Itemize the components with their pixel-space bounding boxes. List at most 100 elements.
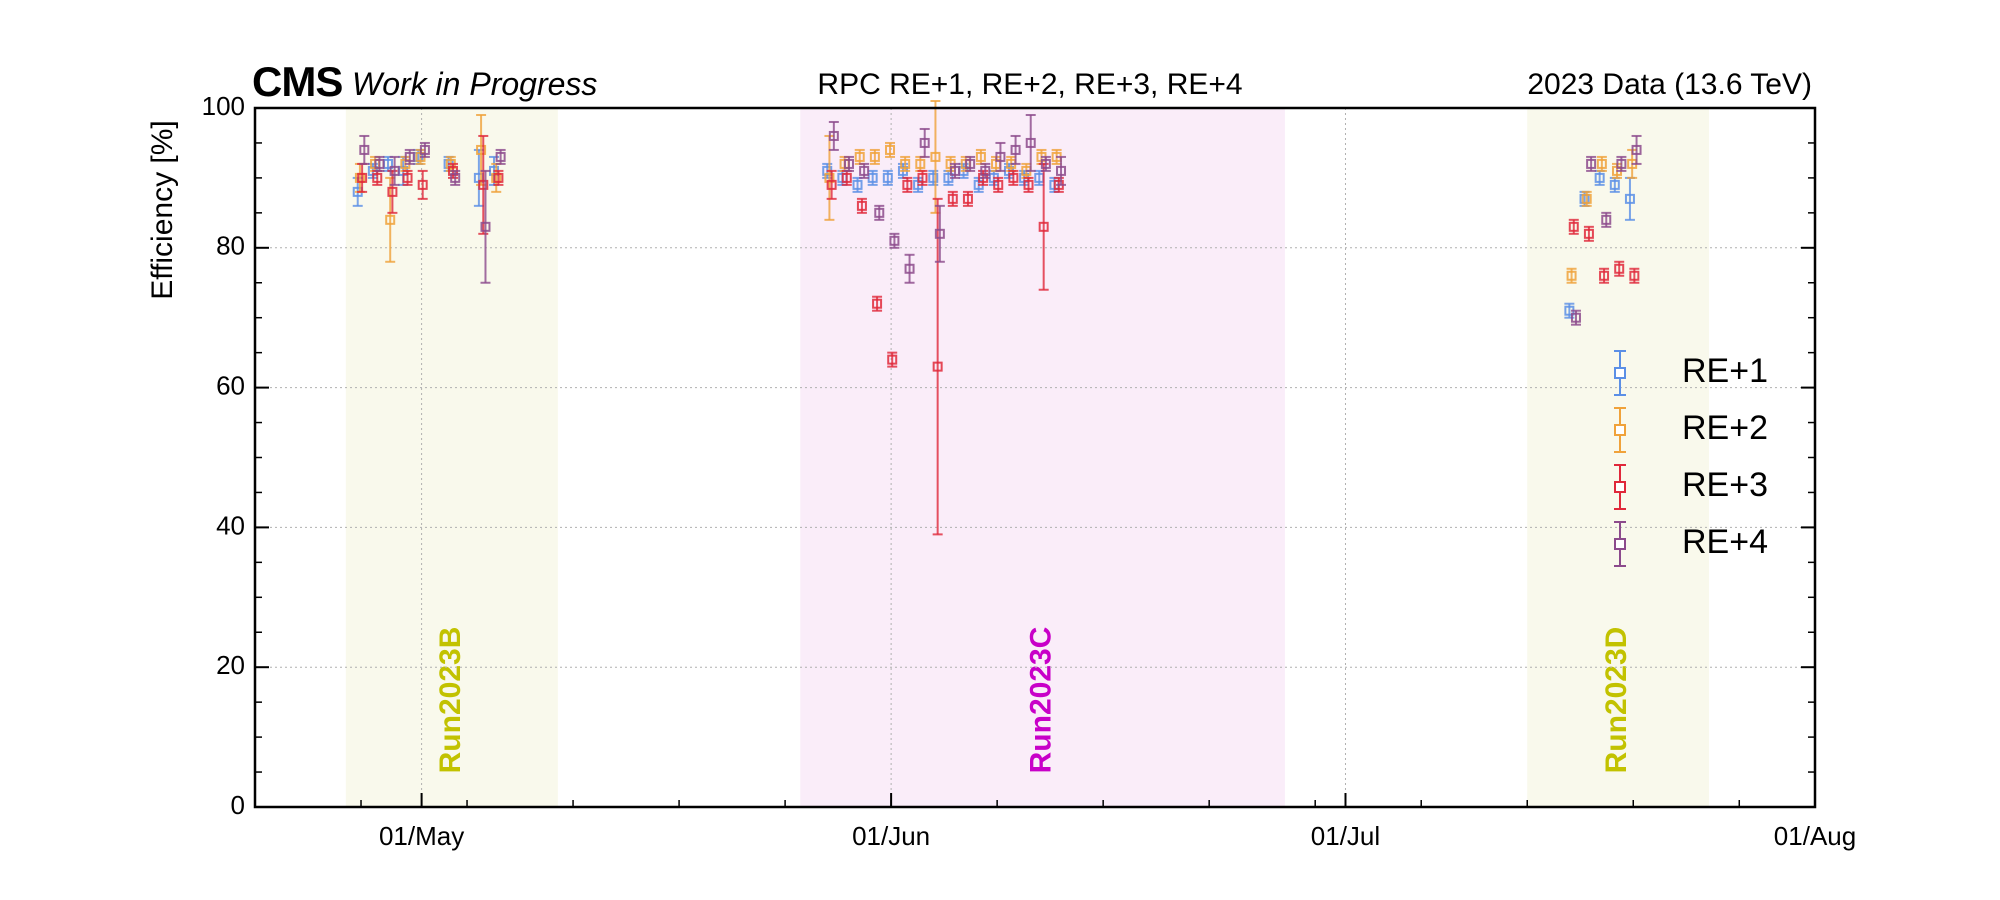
data-point [1616, 155, 1627, 172]
data-point [1568, 218, 1579, 235]
marker [919, 137, 930, 148]
y-tick-label: 40 [216, 510, 245, 540]
data-point [887, 351, 898, 368]
data-point [874, 204, 885, 221]
marker [980, 165, 991, 176]
y-tick-label: 60 [216, 370, 245, 400]
y-tick-label: 100 [202, 91, 245, 121]
marker [962, 193, 973, 204]
x-tick-label: 01/Jun [852, 821, 930, 851]
axes: 0 20 40 60 80 100 01/May 01/Jun 01/Jul 01/Aug Effi… [146, 91, 1856, 851]
data-point [885, 141, 896, 158]
data-point [476, 113, 487, 186]
data-point [402, 169, 413, 186]
data-point [841, 169, 852, 186]
marker [965, 158, 976, 169]
data-point [947, 190, 958, 207]
data-point [1023, 176, 1034, 193]
data-point [843, 155, 854, 172]
data-point [930, 100, 941, 214]
data-point [1586, 155, 1597, 172]
luminosity-label: 2023 Data (13.6 TeV) [1527, 68, 1812, 101]
data-point [1581, 190, 1592, 207]
data-point [854, 148, 865, 165]
series-re-4 [359, 113, 1642, 326]
marker [1599, 270, 1610, 281]
marker [450, 172, 461, 183]
marker [949, 165, 960, 176]
data-point [1601, 211, 1612, 228]
marker [917, 172, 928, 183]
marker [389, 165, 400, 176]
marker [915, 158, 926, 169]
data-point [1609, 176, 1620, 193]
data-point [904, 253, 915, 284]
legend-item: RE+2 [1614, 407, 1768, 453]
marker [1038, 221, 1049, 232]
era-band [345, 108, 558, 807]
marker [902, 179, 913, 190]
marker [889, 235, 900, 246]
data-point [480, 169, 491, 284]
era-band [1527, 108, 1709, 807]
data-point [975, 148, 986, 165]
data-point [889, 232, 900, 249]
data-point [1596, 155, 1607, 172]
data-point [1599, 267, 1610, 284]
data-point [867, 169, 878, 186]
marker [1614, 263, 1625, 274]
data-point [1594, 169, 1605, 186]
marker [1609, 179, 1620, 190]
data-point [919, 127, 930, 158]
marker [1596, 158, 1607, 169]
marker [359, 144, 370, 155]
data-point [869, 148, 880, 165]
marker [417, 179, 428, 190]
data-point [962, 190, 973, 207]
data-point [995, 141, 1006, 172]
legend-item: RE+3 [1614, 464, 1768, 510]
data-point [932, 197, 943, 536]
marker [374, 158, 385, 169]
marker [824, 172, 835, 183]
marker [1581, 193, 1592, 204]
data-point [387, 169, 398, 214]
era-band [800, 108, 1285, 807]
marker [1010, 144, 1021, 155]
marker [1568, 221, 1579, 232]
data-point [917, 169, 928, 186]
data-point [478, 134, 489, 235]
marker [874, 207, 885, 218]
marker [1601, 214, 1612, 225]
marker [852, 179, 863, 190]
legend-item: RE+4 [1614, 521, 1768, 567]
legend-item: RE+1 [1614, 350, 1768, 396]
marker [932, 361, 943, 372]
era-label: Run2023B [434, 627, 467, 774]
marker [841, 172, 852, 183]
data-point [404, 148, 415, 165]
legend: RE+1 RE+2 RE+3 RE+4 [1614, 350, 1768, 567]
marker [826, 179, 837, 190]
marker [404, 151, 415, 162]
data-point [859, 162, 870, 179]
marker [900, 158, 911, 169]
data-point [450, 169, 461, 186]
y-axis-label: Efficiency [%] [146, 120, 179, 300]
data-point [828, 120, 839, 151]
marker [1008, 172, 1019, 183]
marker [859, 165, 870, 176]
y-tick-label: 0 [231, 790, 245, 820]
marker [1586, 158, 1597, 169]
data-point [1583, 225, 1594, 242]
data-point [495, 148, 506, 165]
data-point [993, 176, 1004, 193]
data-point [915, 155, 926, 172]
data-point [902, 176, 913, 193]
data-point [1570, 309, 1581, 326]
legend-label: RE+1 [1682, 352, 1768, 390]
marker [882, 172, 893, 183]
marker [357, 172, 368, 183]
marker [854, 151, 865, 162]
